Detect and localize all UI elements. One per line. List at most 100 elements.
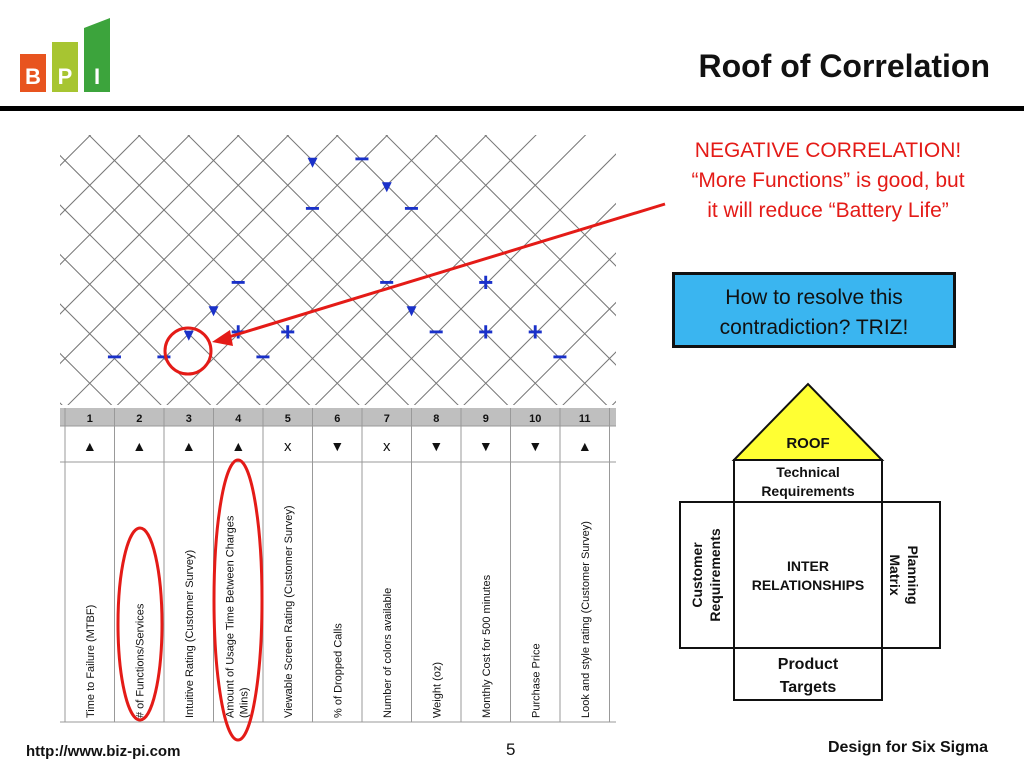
column-direction: ▲ (578, 438, 592, 454)
roof-correlation-mark: ▼ (378, 177, 395, 196)
column-label: Number of colors available (382, 588, 394, 718)
question-line: contradiction? TRIZ! (719, 316, 909, 339)
roof-correlation-mark: + (231, 317, 246, 347)
roof-grid-line (0, 0, 81, 408)
column-number: 4 (235, 413, 242, 425)
column-direction: ▲ (132, 438, 146, 454)
roof-correlation-mark: − (354, 143, 369, 173)
footer-url[interactable]: http://www.biz-pi.com (26, 743, 181, 760)
roof-grid-line (0, 0, 279, 408)
bpi-logo: B P I (20, 18, 110, 92)
column-direction: ▲ (83, 438, 97, 454)
inter-label-line2: RELATIONSHIPS (752, 577, 865, 593)
roof-grid-line (60, 253, 212, 405)
triz-question-box: How to resolve this contradiction? TRIZ! (672, 272, 956, 348)
planning-label-line1: Planning (905, 545, 921, 604)
roof-label: ROOF (786, 435, 829, 452)
column-direction: ▼ (330, 438, 344, 454)
column-label: Amount of Usage Time Between Charges (224, 515, 236, 718)
callout-arrowhead (212, 330, 233, 346)
column-label: Monthly Cost for 500 minutes (481, 574, 493, 718)
roof-grid-line (314, 135, 587, 405)
header-rule (0, 106, 1024, 111)
column-numbers: 1 2 3 4 5 6 7 8 9 10 11 (87, 413, 591, 425)
column-number: 2 (136, 413, 142, 425)
roof-correlation-mark: ▼ (403, 301, 420, 320)
technical-requirements-box (733, 459, 883, 503)
roof-correlation-mark: ▼ (304, 152, 321, 171)
column-label: Viewable Screen Rating (Customer Survey) (283, 505, 295, 718)
slide-title: Roof of Correlation (698, 48, 990, 84)
column-direction: ▼ (528, 438, 542, 454)
column-labels: Time to Failure (MTBF) # of Functions/Ser… (85, 505, 592, 718)
column-direction: ▼ (429, 438, 443, 454)
column-label: Intuitive Rating (Customer Survey) (184, 550, 196, 718)
roof-grid-line (335, 135, 608, 405)
roof-grid-line (60, 154, 311, 405)
column-number: 11 (579, 413, 591, 425)
roof-correlation-mark: − (305, 193, 320, 223)
roof-correlation-mark: ▼ (205, 301, 222, 320)
column-number: 5 (285, 413, 291, 425)
roof-grid-line (385, 135, 616, 366)
callout-arrow-line (221, 202, 666, 341)
roof-grid-line (137, 135, 410, 405)
roof-correlation-mark: − (379, 267, 394, 297)
roof-marks: − − − −▼ + + + +▼−▼−− +−▼−▼− (107, 143, 568, 371)
roof-correlation-mark: + (478, 317, 493, 347)
roof-grid-line (364, 153, 616, 405)
column-direction: ▼ (479, 438, 493, 454)
roof-grid-line (434, 135, 616, 317)
column-label: # of Functions/Services (134, 603, 146, 718)
column-label-line2: (Mins) (238, 687, 250, 718)
roof-grid-line (60, 135, 92, 167)
product-targets-box (733, 647, 883, 701)
inter-label-line1: INTER (787, 558, 829, 574)
highlight-oval-functions (116, 526, 164, 722)
column-direction: ▲ (182, 438, 196, 454)
course-title: Design for Six Sigma (827, 739, 988, 756)
roof-correlation-mark: − (255, 341, 270, 371)
column-label: Look and style rating (Customer Survey) (580, 521, 592, 718)
roof-correlation-mark: + (280, 317, 295, 347)
roof-grid-line (187, 135, 459, 405)
technical-label-line2: Requirements (761, 483, 855, 499)
column-number: 9 (483, 413, 489, 425)
roof-grid-line (88, 135, 360, 405)
house-of-quality-diagram: ROOF Technical Requirements Customer Req… (679, 382, 941, 701)
column-number: 6 (334, 413, 340, 425)
highlight-oval-usage-time (212, 458, 264, 742)
column-number: 1 (87, 413, 93, 425)
roof-grid-line (236, 135, 509, 405)
roof-grid-line (67, 135, 339, 405)
column-label: Time to Failure (MTBF) (85, 605, 97, 718)
roof-correlation-mark: + (478, 267, 493, 297)
column-direction: x (284, 438, 292, 455)
logo-letter-p: P (58, 64, 73, 89)
roof-grid-line (413, 202, 616, 405)
roof-correlation-mark: − (552, 341, 567, 371)
technical-label-line1: Technical (776, 464, 840, 480)
planning-matrix-box (881, 501, 941, 649)
column-number: 10 (529, 413, 541, 425)
question-line: How to resolve this (725, 286, 903, 309)
column-number: 7 (384, 413, 390, 425)
roof-grid-line (265, 135, 537, 405)
roof-correlation-mark: + (528, 317, 543, 347)
targets-label-line1: Product (778, 656, 839, 673)
roof-grid-line (166, 135, 438, 405)
roof-grid-line (0, 0, 16, 408)
customer-label-line2: Requirements (707, 528, 723, 622)
roof-correlation-mark: − (107, 341, 122, 371)
roof-grid-line (60, 303, 162, 405)
callout-line: it will reduce “Battery Life” (707, 199, 949, 222)
number-header-row (60, 408, 616, 426)
customer-label-line1: Customer (689, 542, 705, 608)
roof-grid-line (0, 0, 31, 408)
planning-label-line2: Matrix (887, 554, 903, 595)
column-directions: ▲ ▲ ▲ ▲ x ▼ x ▼ ▼ ▼ ▲ (83, 438, 592, 455)
column-label: % of Dropped Calls (332, 623, 344, 718)
roof-correlation-mark: − (429, 317, 444, 347)
column-number: 3 (186, 413, 192, 425)
